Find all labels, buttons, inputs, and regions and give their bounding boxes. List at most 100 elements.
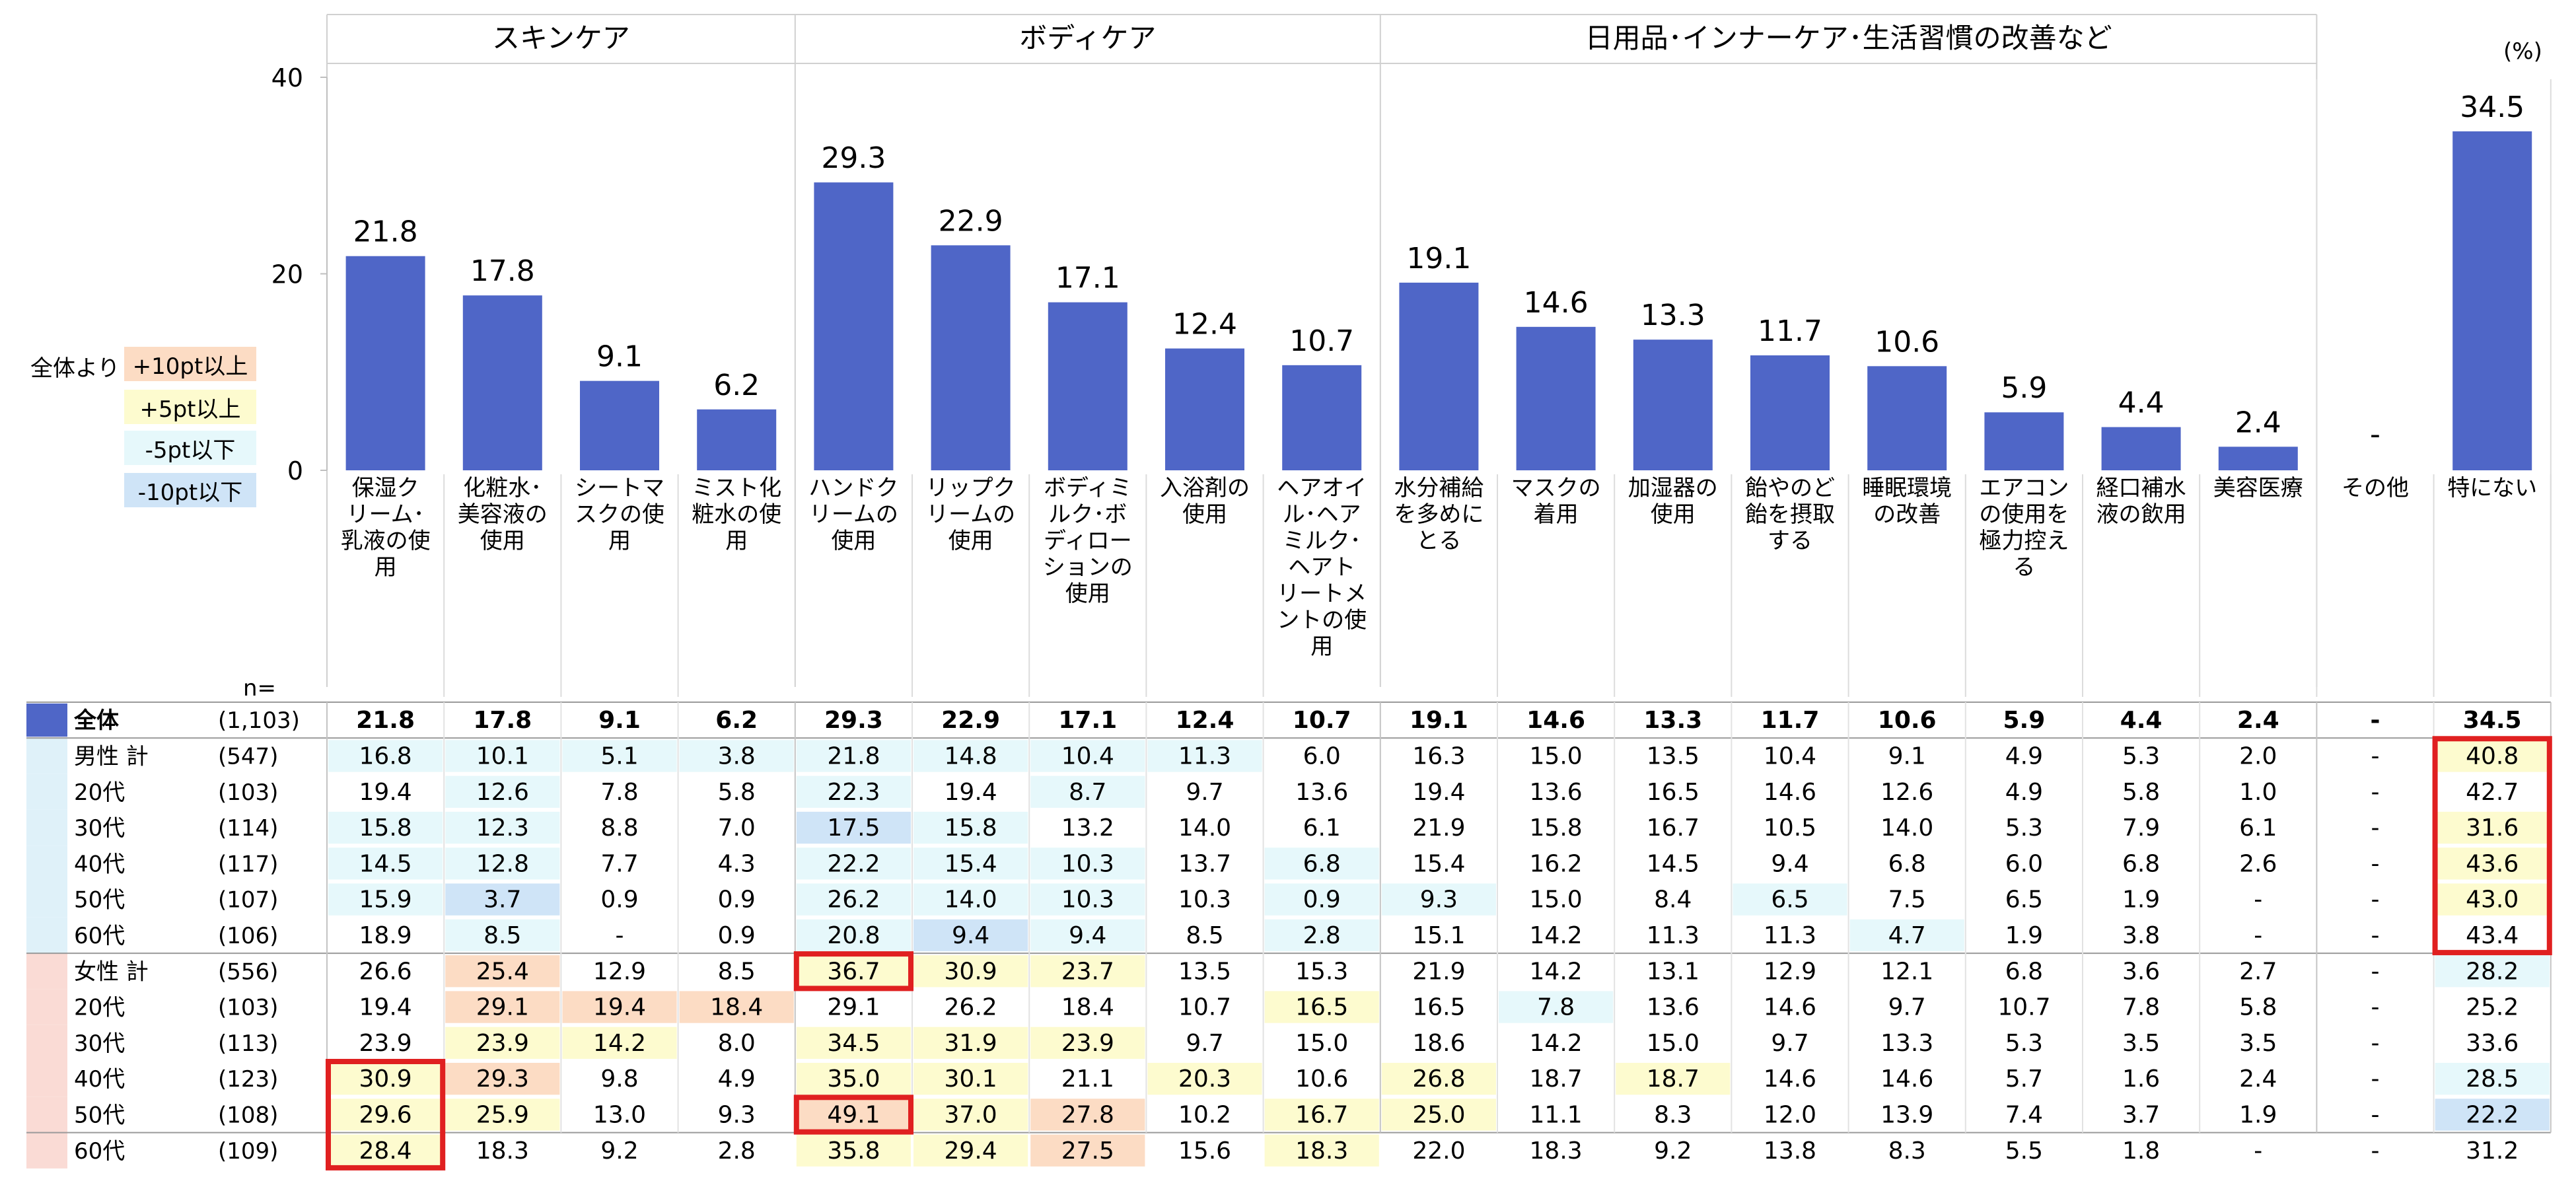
cell-shade xyxy=(796,883,911,916)
category-label: を多めに xyxy=(1394,501,1484,528)
category-label: 入浴剤の xyxy=(1160,475,1250,501)
table-cell: 49.1 xyxy=(827,1101,880,1128)
table-cell: 13.6 xyxy=(1647,994,1699,1021)
table-cell: 1.8 xyxy=(2122,1137,2160,1165)
table-cell: 25.0 xyxy=(1412,1101,1465,1128)
table-cell: 26.2 xyxy=(945,994,997,1021)
table-cell: 13.8 xyxy=(1764,1137,1816,1165)
category-label: 使用 xyxy=(480,528,525,554)
table-cell: 6.1 xyxy=(2239,814,2277,842)
row-n: (103) xyxy=(218,779,278,806)
cell-shade xyxy=(913,740,1028,772)
table-cell: 9.7 xyxy=(1186,1030,1223,1057)
cell-shade xyxy=(1030,740,1145,772)
table-cell: 14.8 xyxy=(945,742,997,770)
table-cell: 16.8 xyxy=(359,742,412,770)
bar xyxy=(2101,427,2181,470)
table-cell: 2.8 xyxy=(1303,922,1341,949)
table-cell: 15.0 xyxy=(1647,1030,1699,1057)
table-cell: 6.5 xyxy=(1771,886,1808,914)
table-cell: 18.7 xyxy=(1530,1065,1583,1093)
table-cell: 5.8 xyxy=(2122,779,2160,806)
table-cell: 9.2 xyxy=(1654,1137,1692,1165)
bar-value-label: 29.3 xyxy=(821,141,886,175)
table-cell: 19.4 xyxy=(593,994,646,1021)
category-label: 着用 xyxy=(1534,501,1579,528)
table-cell: 43.0 xyxy=(2466,886,2519,914)
table-cell: 17.5 xyxy=(827,814,880,842)
table-cell: - xyxy=(2371,850,2380,877)
table-cell: 33.6 xyxy=(2466,1030,2519,1057)
table-cell: 12.3 xyxy=(476,814,529,842)
cell-shade xyxy=(1849,919,1964,952)
row-label: 50代 xyxy=(74,1102,125,1128)
table-cell: 18.3 xyxy=(1530,1137,1583,1165)
category-label: する xyxy=(1768,528,1812,554)
bar xyxy=(697,409,777,470)
legend-minus10: -10pt以下 xyxy=(124,473,256,507)
cell-shade xyxy=(796,1099,911,1131)
table-cell: 6.0 xyxy=(2005,850,2043,877)
bar xyxy=(580,380,659,470)
cell-shade xyxy=(913,955,1028,988)
cell-shade xyxy=(913,919,1028,952)
table-cell: 15.3 xyxy=(1295,958,1348,985)
table-cell: 3.8 xyxy=(718,742,756,770)
row-band xyxy=(26,774,67,810)
cell-shade xyxy=(328,847,443,880)
highlight-box xyxy=(793,1095,914,1135)
row-n: (547) xyxy=(218,743,278,770)
table-cell: 3.5 xyxy=(2239,1030,2277,1057)
table-cell: 13.2 xyxy=(1061,814,1114,842)
row-band xyxy=(26,953,67,990)
cell-shade xyxy=(445,883,560,916)
table-cell: 0.9 xyxy=(718,886,756,914)
cell-shade xyxy=(445,1063,560,1095)
table-cell: 12.4 xyxy=(1176,707,1234,734)
bar xyxy=(1867,366,1947,470)
table-cell: 12.9 xyxy=(593,958,646,985)
table-cell: - xyxy=(2254,922,2262,949)
table-cell: 19.4 xyxy=(945,779,997,806)
row-label: 60代 xyxy=(74,1138,125,1165)
bar xyxy=(1984,412,2064,470)
table-cell: 11.1 xyxy=(1530,1101,1583,1128)
cell-shade xyxy=(2435,1099,2550,1131)
table-cell: 26.2 xyxy=(827,886,880,914)
highlight-box xyxy=(2432,736,2552,956)
cell-shade xyxy=(328,1099,443,1131)
row-band xyxy=(26,846,67,882)
category-label: エアコン xyxy=(1979,475,2069,501)
table-cell: 4.7 xyxy=(1888,922,1926,949)
category-label: ハンドク xyxy=(808,475,898,501)
category-label: 使用 xyxy=(1651,501,1696,528)
table-cell: 5.8 xyxy=(718,779,756,806)
table-cell: 20.8 xyxy=(827,922,880,949)
cell-shade xyxy=(913,1134,1028,1167)
cell-shade xyxy=(445,919,560,952)
cell-shade xyxy=(1030,775,1145,808)
row-label: 20代 xyxy=(74,995,125,1021)
category-label: ル･ヘア xyxy=(1283,501,1361,528)
table-cell: 15.1 xyxy=(1412,922,1465,949)
table-cell: 25.4 xyxy=(476,958,529,985)
row-label: 50代 xyxy=(74,887,125,914)
table-cell: 7.8 xyxy=(2122,994,2160,1021)
table-cell: 10.2 xyxy=(1178,1101,1231,1128)
table-cell: 2.4 xyxy=(2239,1065,2277,1093)
table-cell: 7.9 xyxy=(2122,814,2160,842)
cell-shade xyxy=(1381,883,1496,916)
cell-shade xyxy=(796,955,911,988)
table-cell: 0.9 xyxy=(1303,886,1341,914)
table-cell: 10.6 xyxy=(1295,1065,1348,1093)
row-label: 20代 xyxy=(74,779,125,806)
bar xyxy=(2452,131,2532,470)
table-cell: 26.8 xyxy=(1412,1065,1465,1093)
cell-shade xyxy=(445,740,560,772)
table-cell: - xyxy=(2254,1137,2262,1165)
table-cell: 3.5 xyxy=(2122,1030,2160,1057)
table-cell: 8.4 xyxy=(1654,886,1692,914)
row-n: (106) xyxy=(218,923,278,949)
table-cell: 23.9 xyxy=(1061,1030,1114,1057)
table-cell: 31.2 xyxy=(2466,1137,2519,1165)
